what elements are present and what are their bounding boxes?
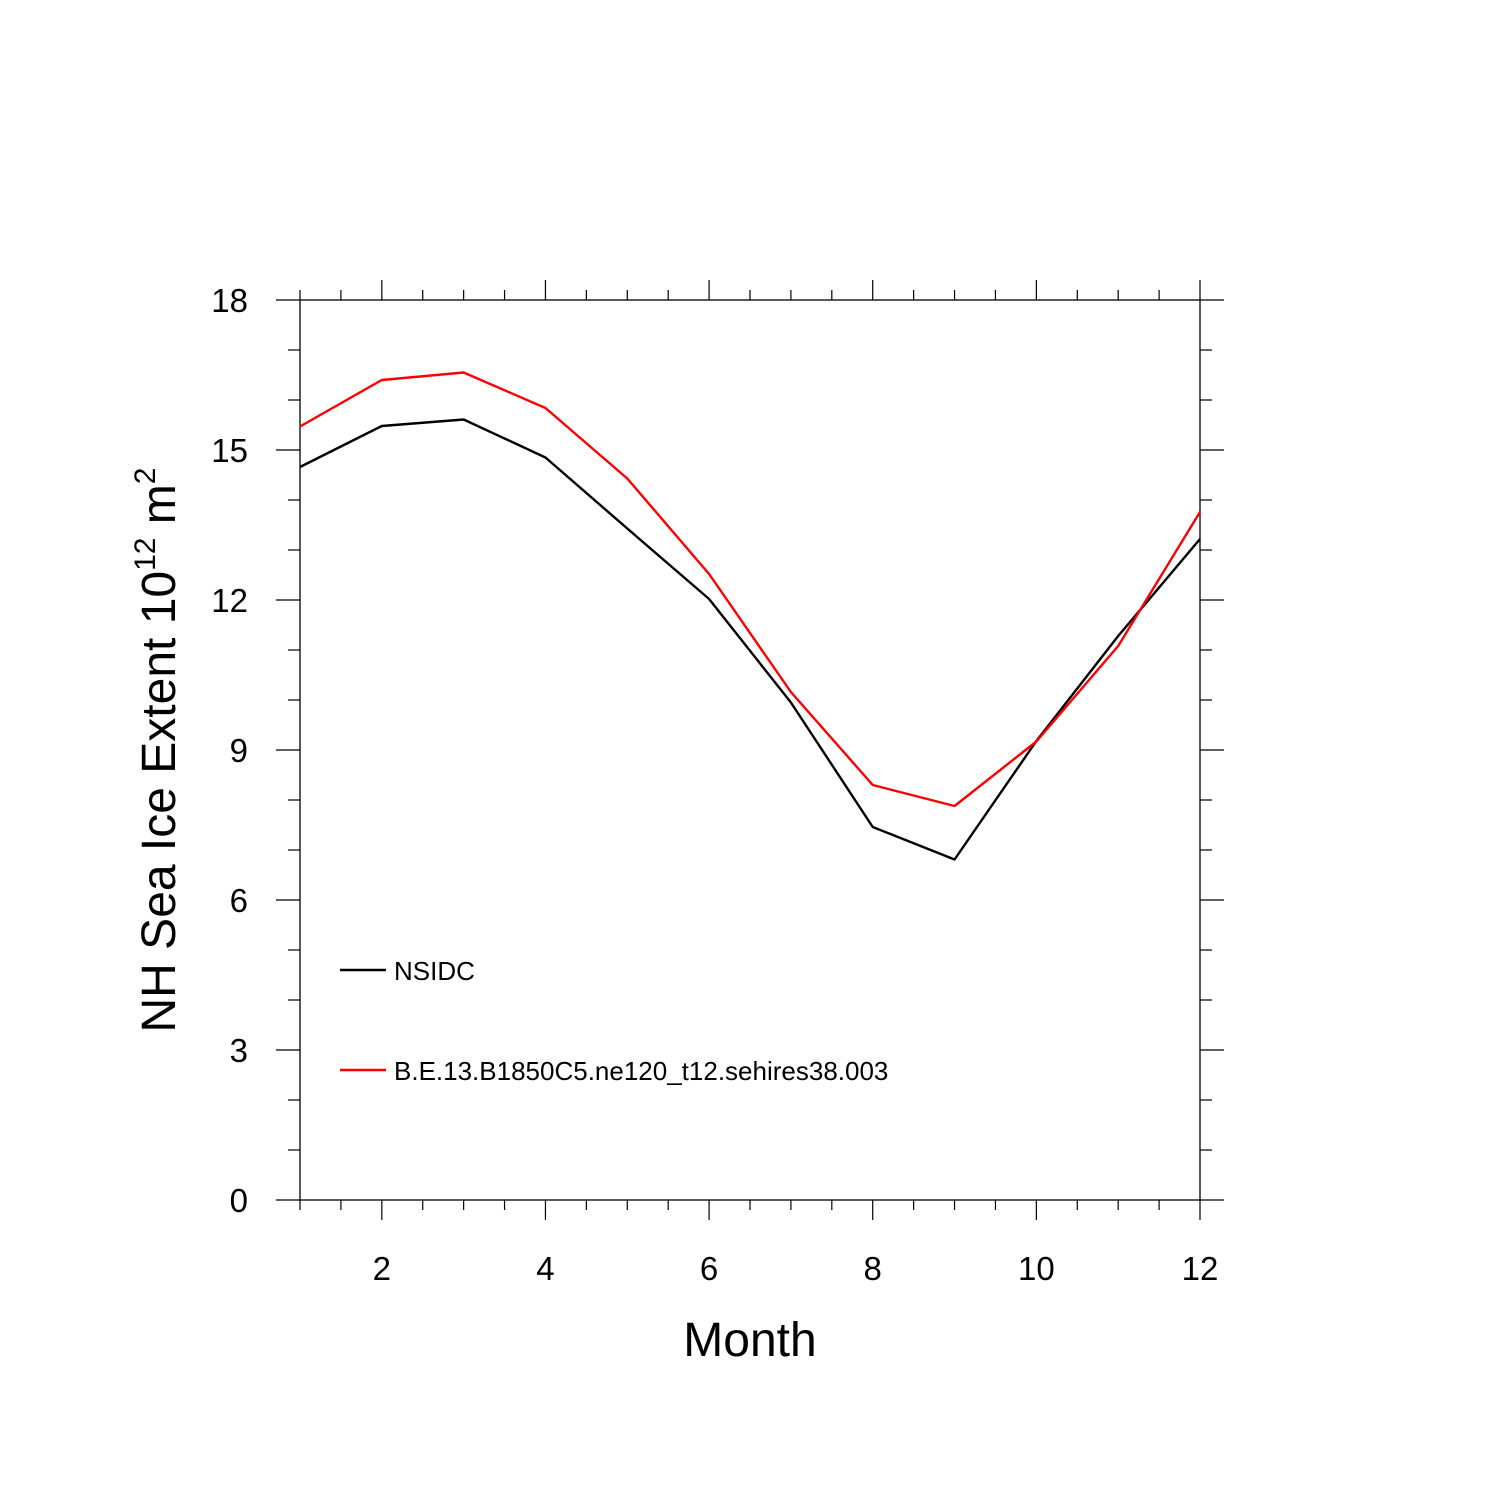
x-tick-label: 8	[864, 1250, 882, 1287]
y-tick-label: 12	[211, 582, 248, 619]
y-axis-title-unit-exponent: 2	[129, 468, 162, 485]
y-axis-title-exponent: 12	[129, 538, 162, 571]
y-axis-title-main: NH Sea Ice Extent 10	[133, 571, 186, 1033]
x-tick-label: 2	[373, 1250, 391, 1287]
legend-label-model: B.E.13.B1850C5.ne120_t12.sehires38.003	[394, 1056, 888, 1086]
y-axis-title: NH Sea Ice Extent 1012 m2	[129, 468, 186, 1033]
x-axis-title: Month	[683, 1314, 816, 1367]
y-tick-label: 6	[230, 882, 248, 919]
axis-ticks	[276, 280, 1224, 1220]
y-tick-label: 18	[211, 282, 248, 319]
x-tick-label: 12	[1182, 1250, 1219, 1287]
y-tick-label: 15	[211, 432, 248, 469]
y-tick-label: 9	[230, 732, 248, 769]
series-line-nsidc	[299, 418, 1201, 861]
series-lines	[299, 371, 1202, 861]
y-tick-label: 3	[230, 1032, 248, 1069]
y-axis-title-unit: m	[133, 484, 186, 537]
plot-frame	[299, 299, 1201, 1201]
x-tick-label: 4	[536, 1250, 554, 1287]
x-tick-label: 6	[700, 1250, 718, 1287]
y-tick-label: 0	[230, 1182, 248, 1219]
series-line-model	[299, 371, 1202, 808]
legend-label-nsidc: NSIDC	[394, 956, 475, 986]
x-tick-label: 10	[1018, 1250, 1055, 1287]
tick-labels: 2 4 6 8 10 12 0 3 6 9 12 15 18	[211, 282, 1218, 1287]
legend: NSIDC B.E.13.B1850C5.ne120_t12.sehires38…	[340, 956, 888, 1086]
